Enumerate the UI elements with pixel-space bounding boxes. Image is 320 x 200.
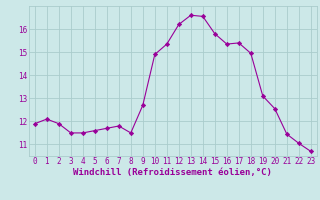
X-axis label: Windchill (Refroidissement éolien,°C): Windchill (Refroidissement éolien,°C) [73, 168, 272, 177]
